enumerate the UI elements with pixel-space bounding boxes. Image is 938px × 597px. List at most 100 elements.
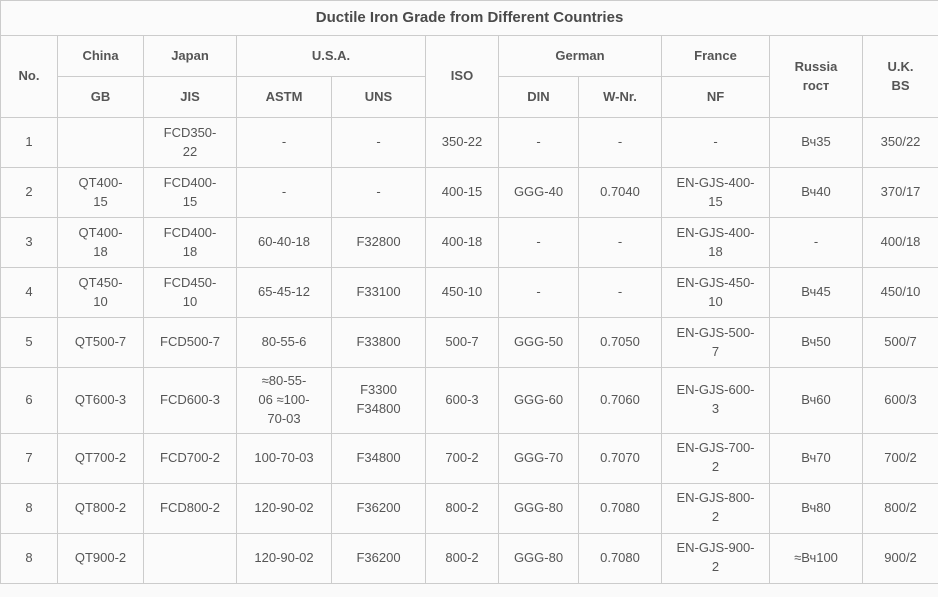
cell-din: GGG-60 [498,367,579,434]
cell-bs: 700/2 [861,432,938,484]
header-astm: ASTM [236,76,332,118]
cell-nf: EN-GJS-600- 3 [661,367,770,434]
cell-astm: - [236,117,332,168]
cell-iso: 400-15 [425,167,499,218]
header-row-bottom: GB JIS ASTM UNS DIN W-Nr. NF [1,76,938,118]
cell-uns: - [331,167,426,218]
cell-nf: EN-GJS-500- 7 [661,317,770,368]
cell-nf: - [661,117,770,168]
cell-jis: FCD500-7 [143,317,237,368]
cell-bs: 800/2 [861,482,938,534]
grades-table: Ductile Iron Grade from Different Countr… [0,0,938,584]
cell-astm: ≈80-55- 06 ≈100- 70-03 [236,367,332,434]
header-iso: ISO [425,35,499,118]
header-w-nr: W-Nr. [578,76,662,118]
cell-astm: 120-90-02 [236,532,332,584]
cell-nf: EN-GJS-450- 10 [661,267,770,318]
cell-no: 4 [0,267,58,318]
cell-astm: - [236,167,332,218]
cell-iso: 800-2 [425,532,499,584]
table-row: 6 QT600-3 FCD600-3 ≈80-55- 06 ≈100- 70-03 F3… [0,367,938,434]
cell-iso: 450-10 [425,267,499,318]
title-row: Ductile Iron Grade from Different Countr… [0,0,938,36]
cell-gb: QT450- 10 [57,267,144,318]
cell-nf: EN-GJS-700- 2 [661,432,770,484]
cell-gost: Вч45 [769,267,863,318]
header-row-top: No. China Japan U.S.A. ISO German France Russia… [0,35,938,118]
cell-nf: EN-GJS-900- 2 [661,532,770,584]
cell-bs: 370/17 [861,167,938,218]
cell-w-nr: 0.7050 [578,317,662,368]
cell-w-nr: 0.7070 [578,432,662,484]
cell-iso: 600-3 [425,367,499,434]
cell-nf: EN-GJS-400- 15 [661,167,770,218]
cell-gost: Вч70 [769,432,863,484]
table-row: 8 QT900-2 120-90-02 F36200 800-2 GGG-80 0.7080… [0,532,938,584]
cell-din: GGG-70 [498,432,579,484]
table-row: 2 QT400- 15 FCD400- 15- -400-15 GGG-40 0.7040… [0,167,938,218]
table-row: 5 QT500-7 FCD500-7 80-55-6 F33800 500-7 GGG-50… [0,317,938,368]
cell-w-nr: - [578,217,662,268]
header-din: DIN [498,76,579,118]
cell-jis: FCD350- 22 [143,117,237,168]
cell-din: GGG-80 [498,482,579,534]
cell-jis: FCD600-3 [143,367,237,434]
cell-gost: - [769,217,863,268]
cell-gost: Вч35 [769,117,863,168]
cell-bs: 350/22 [861,117,938,168]
cell-no: 8 [0,482,58,534]
cell-gost: Вч60 [769,367,863,434]
cell-din: GGG-40 [498,167,579,218]
cell-iso: 500-7 [425,317,499,368]
header-jis: JIS [143,76,237,118]
cell-no: 8 [0,532,58,584]
table-row: 3 QT400- 18 FCD400- 18 60-40-18 F32800 400-18… [0,217,938,268]
cell-bs: 500/7 [861,317,938,368]
cell-w-nr: - [578,267,662,318]
header-nf: NF [661,76,770,118]
cell-nf: EN-GJS-400- 18 [661,217,770,268]
cell-jis: FCD700-2 [143,432,237,484]
cell-gb [57,117,144,168]
cell-no: 5 [0,317,58,368]
header-japan: Japan [143,35,237,77]
cell-no: 1 [0,117,58,168]
cell-uns: F33800 [331,317,426,368]
cell-gb: QT500-7 [57,317,144,368]
cell-gb: QT400- 18 [57,217,144,268]
cell-astm: 65-45-12 [236,267,332,318]
table-body: 1 FCD350- 22- -350-22- - - Вч35 350/22 2 QT400- … [0,117,938,584]
cell-astm: 60-40-18 [236,217,332,268]
cell-uns: F32800 [331,217,426,268]
cell-no: 3 [0,217,58,268]
cell-astm: 80-55-6 [236,317,332,368]
table-row: 1 FCD350- 22- -350-22- - - Вч35 350/22 [0,117,938,168]
cell-w-nr: - [578,117,662,168]
cell-gost: Вч80 [769,482,863,534]
cell-gost: ≈Вч100 [769,532,863,584]
cell-iso: 350-22 [425,117,499,168]
cell-din: - [498,117,579,168]
cell-jis: FCD800-2 [143,482,237,534]
cell-uns: F36200 [331,532,426,584]
header-france: France [661,35,770,77]
cell-gost: Вч50 [769,317,863,368]
cell-astm: 120-90-02 [236,482,332,534]
cell-gb: QT600-3 [57,367,144,434]
header-usa: U.S.A. [236,35,426,77]
cell-no: 7 [0,432,58,484]
cell-w-nr: 0.7040 [578,167,662,218]
cell-uns: F3300 F34800 [331,367,426,434]
header-uk-bs: U.K. BS [861,35,938,118]
cell-din: - [498,217,579,268]
cell-iso: 400-18 [425,217,499,268]
cell-bs: 600/3 [861,367,938,434]
cell-w-nr: 0.7080 [578,482,662,534]
cell-gb: QT700-2 [57,432,144,484]
cell-gost: Вч40 [769,167,863,218]
cell-gb: QT800-2 [57,482,144,534]
cell-w-nr: 0.7080 [578,532,662,584]
cell-uns: - [331,117,426,168]
cell-jis [143,532,237,584]
cell-jis: FCD400- 18 [143,217,237,268]
